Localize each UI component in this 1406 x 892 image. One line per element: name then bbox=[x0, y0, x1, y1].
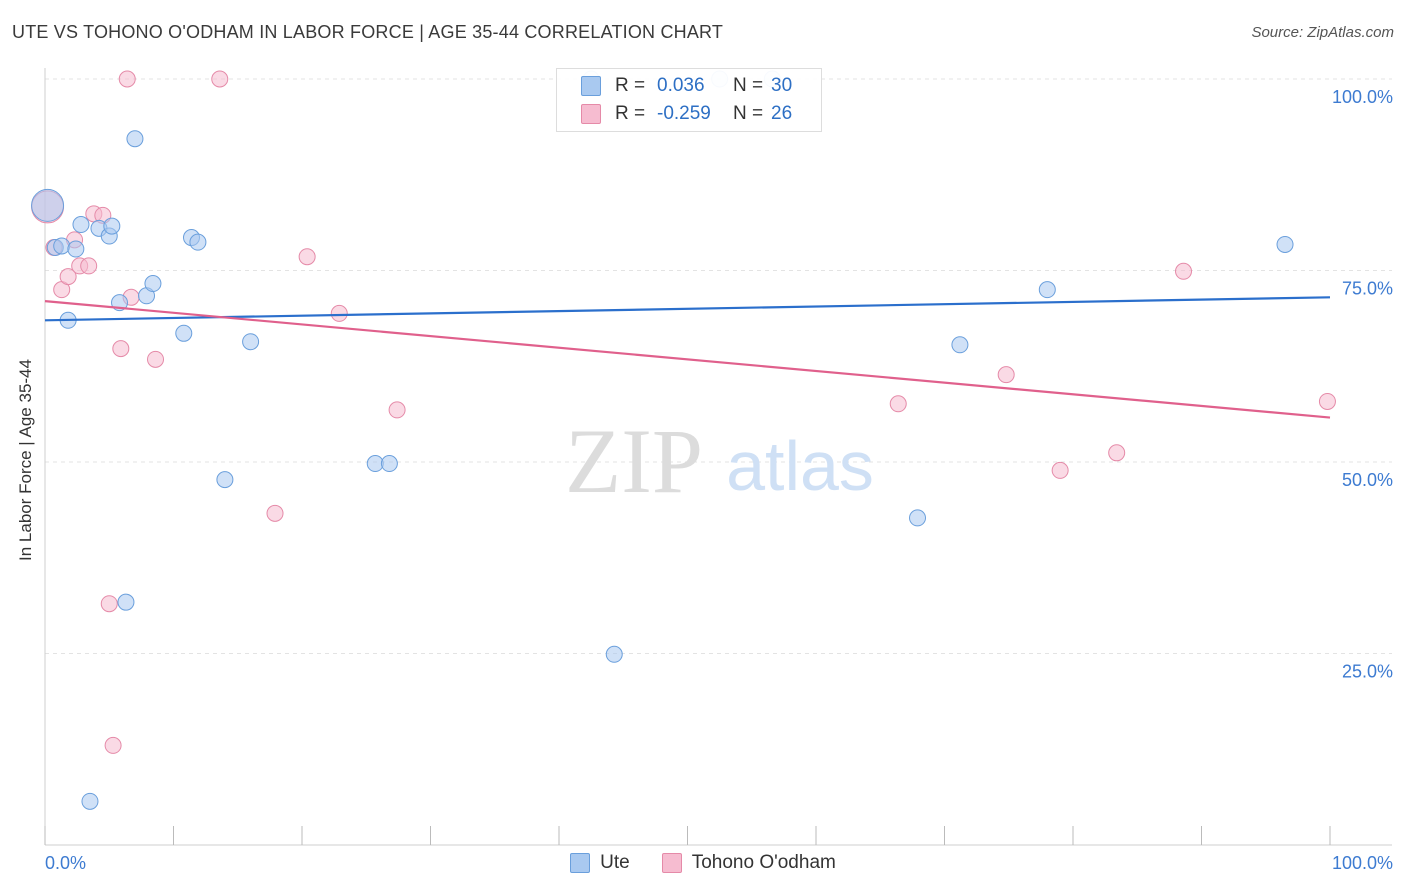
tohono-point bbox=[104, 736, 122, 754]
tohono-point bbox=[330, 304, 348, 322]
ute-point bbox=[189, 233, 207, 251]
legend-label-tohono: Tohono O'odham bbox=[691, 852, 836, 873]
tohono-point bbox=[1108, 444, 1126, 462]
ute-point bbox=[144, 275, 162, 293]
ute-point bbox=[242, 333, 260, 351]
axes bbox=[44, 68, 1392, 846]
legend-n-value: 30 bbox=[771, 75, 793, 96]
series-ute-points bbox=[31, 70, 1294, 810]
legend-r-label: R = bbox=[615, 103, 646, 124]
legend-item-tohono[interactable]: Tohono O'odham bbox=[661, 852, 836, 874]
tohono-point bbox=[1051, 461, 1069, 479]
legend-n-label: N = bbox=[733, 103, 764, 124]
ute-point bbox=[951, 336, 969, 354]
ute-point bbox=[1038, 281, 1056, 299]
tohono-point bbox=[997, 366, 1015, 384]
ute-point bbox=[216, 471, 234, 489]
y-tick-label: 50.0% bbox=[1342, 470, 1393, 490]
ute-point bbox=[909, 509, 927, 527]
y-axis-label: In Labor Force | Age 35-44 bbox=[16, 359, 35, 561]
tohono-point bbox=[147, 350, 165, 368]
tohono-point bbox=[388, 401, 406, 419]
tohono-point bbox=[112, 340, 130, 358]
ute-trend-line bbox=[44, 296, 1331, 322]
legend-item-ute[interactable]: Ute bbox=[570, 852, 630, 874]
tohono-point bbox=[1175, 262, 1193, 280]
y-tick-label: 100.0% bbox=[1332, 87, 1393, 107]
series-legend: Ute Tohono O'odham bbox=[0, 852, 1406, 874]
ute-point bbox=[605, 645, 623, 663]
ute-point bbox=[31, 188, 65, 222]
ute-point bbox=[1276, 235, 1294, 253]
grid-lines bbox=[45, 78, 1392, 654]
legend-swatch-tohono bbox=[581, 104, 601, 124]
ute-point bbox=[126, 130, 144, 148]
y-tick-label: 25.0% bbox=[1342, 662, 1393, 682]
ute-point bbox=[175, 324, 193, 342]
legend-swatch-ute bbox=[581, 76, 601, 96]
tohono-point bbox=[80, 257, 98, 275]
legend-r-value: 0.036 bbox=[657, 75, 705, 96]
ute-point bbox=[53, 237, 71, 255]
y-tick-label: 75.0% bbox=[1342, 279, 1393, 299]
ute-point bbox=[103, 217, 121, 235]
ute-point bbox=[366, 455, 384, 473]
tohono-point bbox=[1318, 392, 1336, 410]
tohono-point bbox=[59, 268, 77, 286]
tohono-point bbox=[298, 248, 316, 266]
tohono-point bbox=[118, 70, 136, 88]
source-label: Source: ZipAtlas.com bbox=[1251, 24, 1394, 41]
ute-point bbox=[81, 792, 99, 810]
x-tick-label: 100.0% bbox=[1332, 853, 1393, 873]
legend-swatch-tohono bbox=[661, 853, 682, 873]
legend-swatch-ute bbox=[570, 853, 591, 873]
legend-n-label: N = bbox=[733, 75, 764, 96]
tohono-trend-line bbox=[44, 300, 1331, 419]
legend-row-tohono: R = -0.259 N = 26 bbox=[581, 101, 792, 127]
tohono-point bbox=[211, 70, 229, 88]
chart-title: UTE VS TOHONO O'ODHAM IN LABOR FORCE | A… bbox=[12, 22, 724, 42]
ute-point bbox=[380, 455, 398, 473]
legend-row-ute: R = 0.036 N = 30 bbox=[581, 73, 792, 99]
legend-r-value: -0.259 bbox=[657, 103, 711, 124]
stats-legend: R = 0.036 N = 30 R = -0.259 N = 26 bbox=[556, 68, 822, 132]
watermark-zip: ZIP bbox=[565, 410, 703, 512]
ute-point bbox=[67, 240, 85, 258]
tick-labels: 25.0% 50.0% 75.0% 100.0% 0.0% 100.0% bbox=[45, 87, 1393, 873]
legend-r-label: R = bbox=[615, 75, 646, 96]
ute-point bbox=[117, 593, 135, 611]
watermark-atlas: atlas bbox=[726, 427, 874, 505]
tohono-point bbox=[100, 595, 118, 613]
tohono-point bbox=[889, 395, 907, 413]
legend-n-value: 26 bbox=[771, 103, 793, 124]
tohono-point bbox=[266, 504, 284, 522]
ute-point bbox=[72, 216, 90, 234]
legend-label-ute: Ute bbox=[600, 852, 630, 873]
x-tick-label: 0.0% bbox=[45, 853, 86, 873]
trend-lines bbox=[44, 296, 1331, 419]
